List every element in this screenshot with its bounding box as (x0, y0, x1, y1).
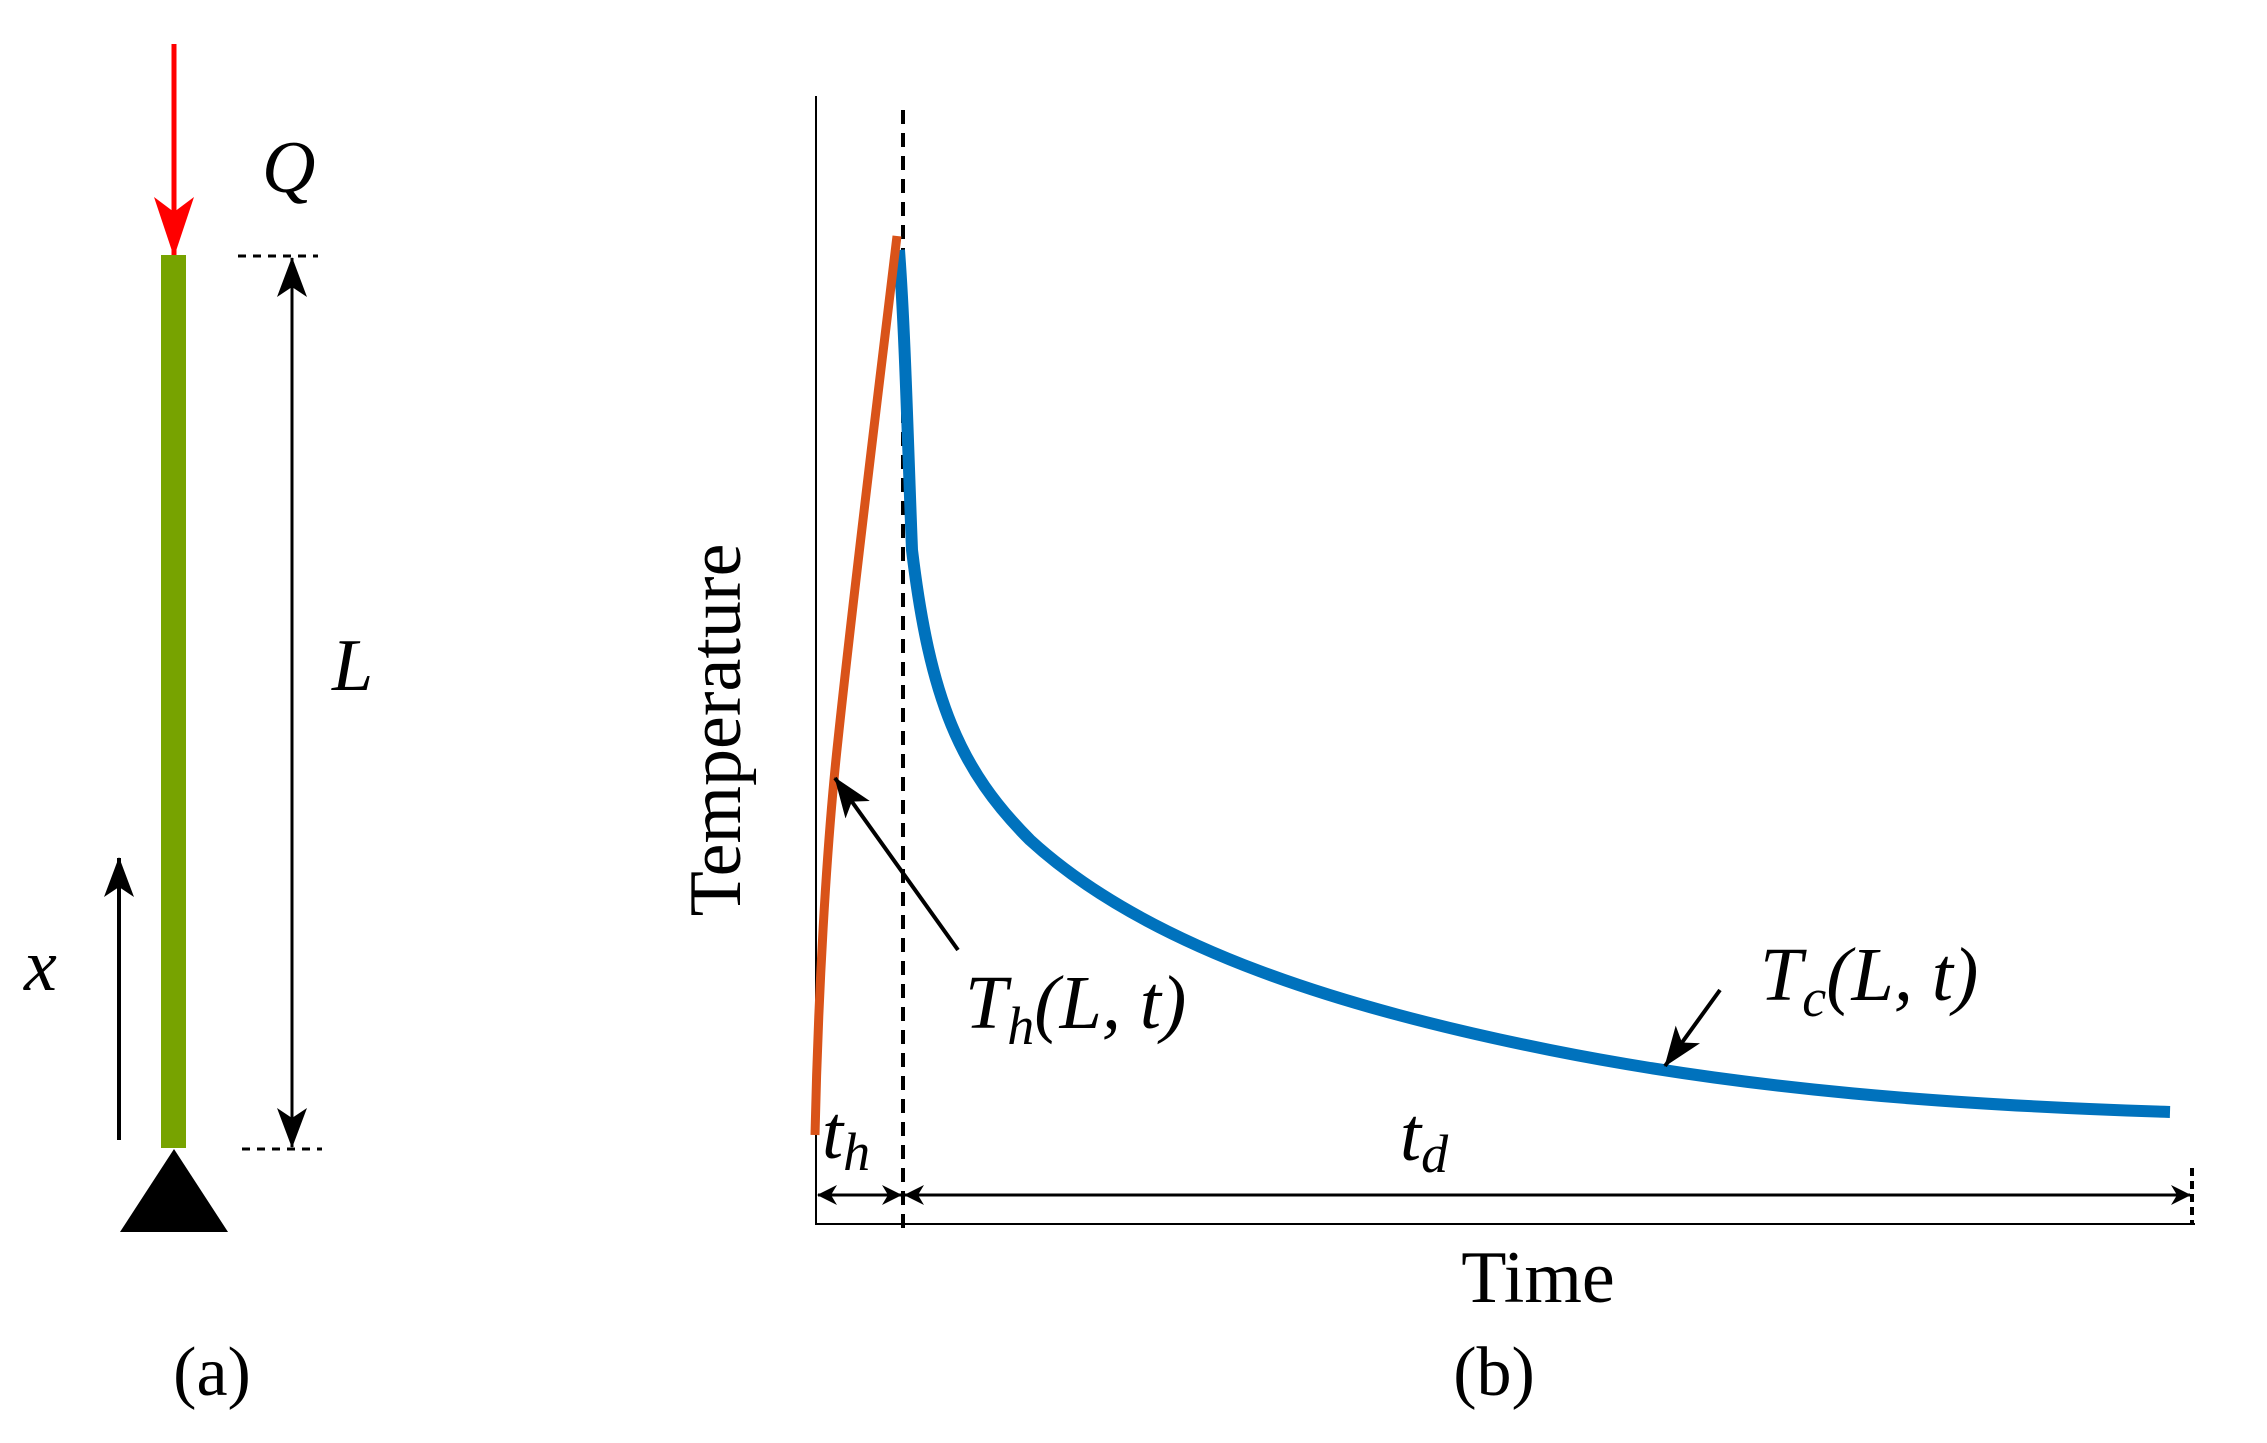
heating-curve-pointer (833, 776, 960, 952)
cooling-interval-subscript: d (1421, 1124, 1449, 1184)
heating-interval-label: th (822, 1091, 870, 1182)
load-label: Q (262, 127, 315, 209)
pin-support (120, 1149, 228, 1232)
cooling-curve-symbol: T (1760, 933, 1807, 1017)
cooling-curve (893, 249, 2171, 1118)
heating-curve-subscript: h (1007, 996, 1034, 1056)
y-axis-title: Temperature (675, 544, 757, 917)
heating-curve-args: (L, t) (1034, 961, 1186, 1045)
panel-b: Th(L, t) Tc(L, t) th td Time Temperature… (675, 96, 2195, 1411)
caption-a: (a) (173, 1334, 251, 1411)
heating-curve-symbol: T (965, 961, 1012, 1045)
heating-interval-symbol: t (822, 1091, 845, 1175)
heating-interval-subscript: h (843, 1122, 870, 1182)
cooling-curve-label: Tc(L, t) (1760, 933, 1978, 1028)
caption-b: (b) (1453, 1334, 1535, 1411)
length-label: L (331, 625, 373, 707)
x-axis-label: x (23, 925, 57, 1007)
heating-curve (810, 235, 902, 1136)
x-axis-title: Time (1461, 1237, 1615, 1319)
heating-curve-label: Th(L, t) (965, 961, 1186, 1056)
cooling-curve-subscript: c (1802, 968, 1826, 1028)
rod (161, 255, 186, 1148)
panel-a: Q L x (a) (23, 44, 373, 1411)
cooling-interval-label: td (1400, 1093, 1449, 1184)
cooling-interval-symbol: t (1400, 1093, 1423, 1177)
cooling-curve-pointer (1663, 988, 1722, 1068)
cooling-curve-args: (L, t) (1826, 933, 1978, 1017)
